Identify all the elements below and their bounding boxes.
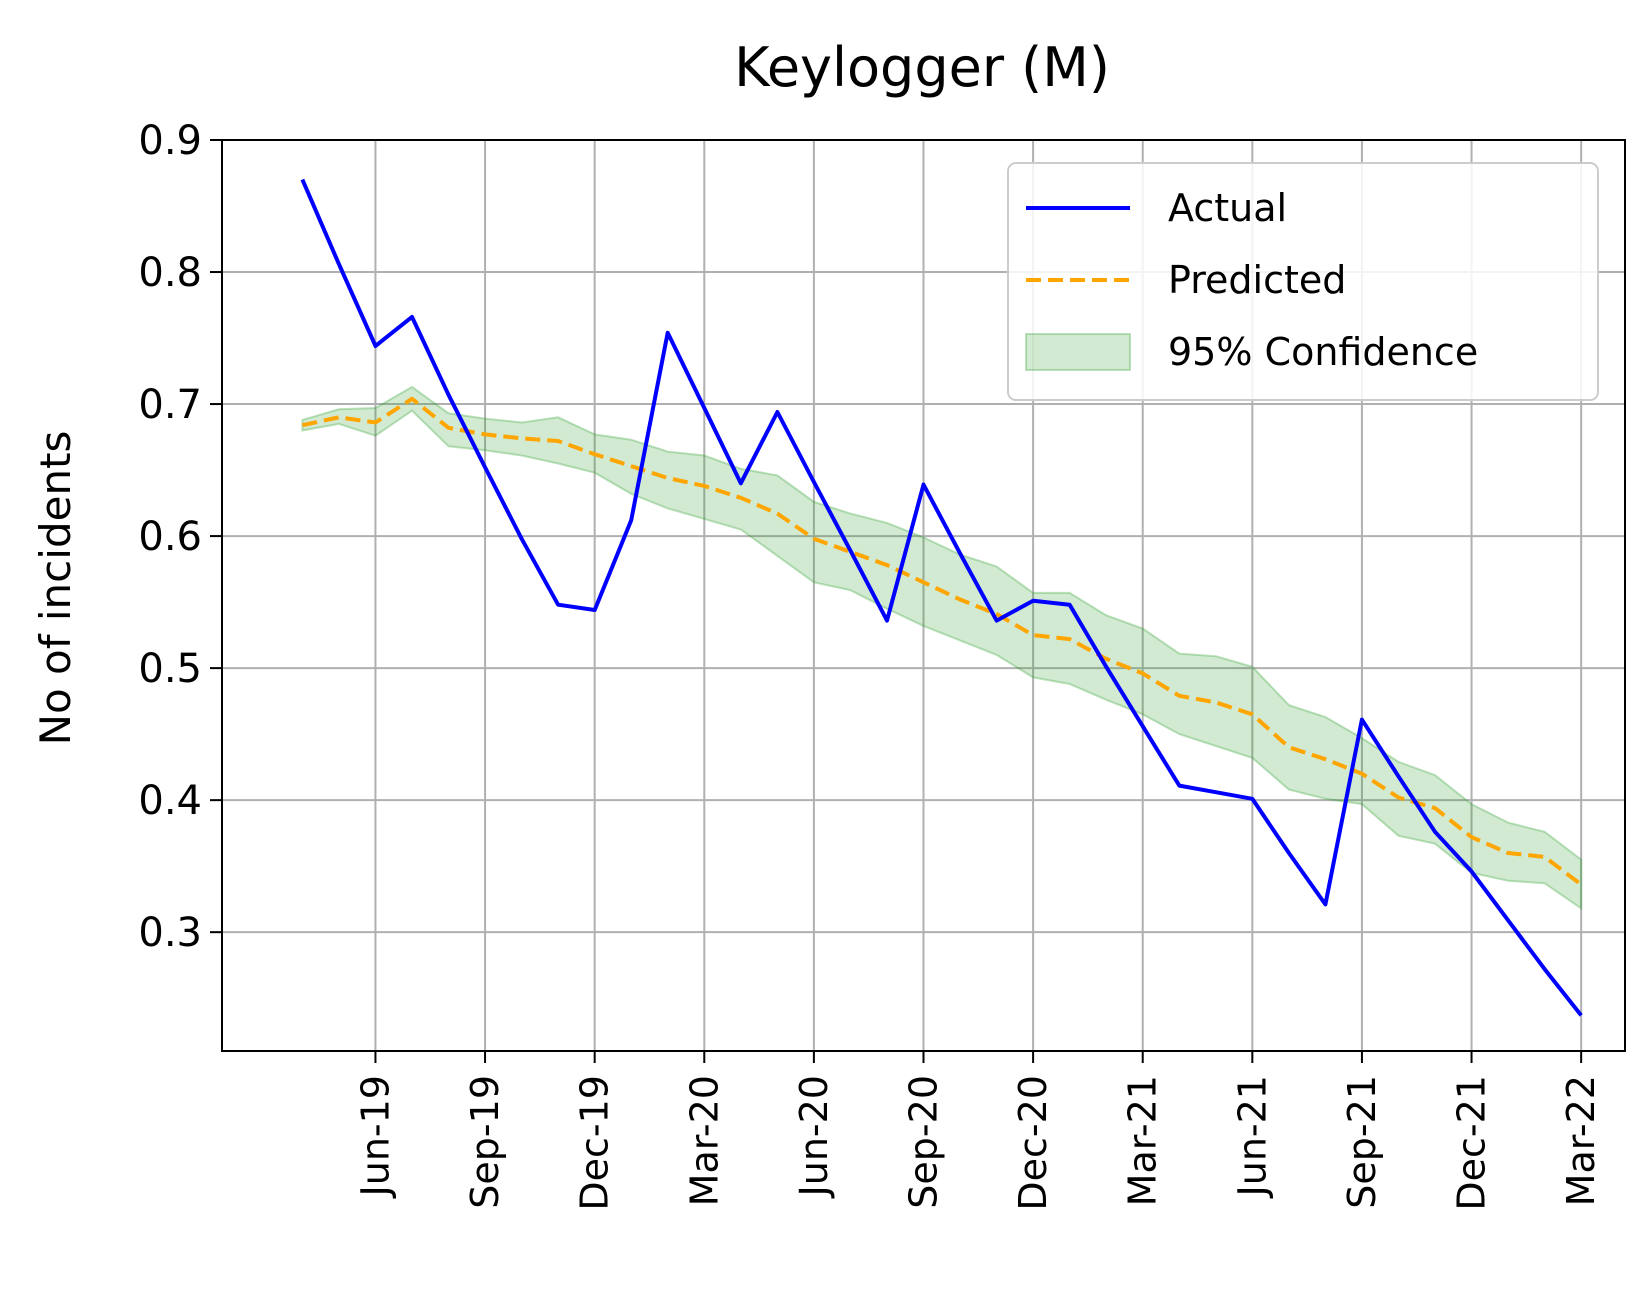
x-tick-label: Sep-19	[463, 1075, 507, 1209]
y-tick-label: 0.7	[138, 382, 202, 428]
legend-swatch-confidence	[1025, 333, 1131, 371]
y-tick-label: 0.4	[138, 778, 202, 824]
axes-layer: Jun-19 Sep-19 Dec-19 Mar-20 Jun-20 Sep-20 Dec-…	[138, 118, 1626, 1211]
legend-label: 95% Confidence	[1168, 330, 1478, 374]
confidence-band	[301, 385, 1583, 911]
y-tick-label: 0.3	[138, 910, 202, 956]
x-tick-label: Mar-20	[682, 1075, 726, 1206]
y-tick-label: 0.9	[138, 118, 202, 164]
legend-box	[1007, 162, 1599, 401]
series-line-actual	[300, 178, 1583, 1017]
x-tick-label: Mar-21	[1121, 1075, 1165, 1206]
x-tick-label: Sep-21	[1340, 1075, 1384, 1209]
y-tick-label: 0.5	[138, 646, 202, 692]
plot-frame	[221, 139, 1626, 1052]
x-tick-label: Jun-19	[353, 1075, 397, 1198]
series-line-predicted	[301, 396, 1583, 887]
series-layer	[300, 178, 1583, 1017]
y-tick-label: 0.8	[138, 250, 202, 296]
x-tick-label: Mar-22	[1559, 1075, 1603, 1206]
chart-title: Keylogger (M)	[734, 36, 1110, 99]
y-tick-label: 0.6	[138, 514, 202, 560]
x-tick-label: Jun-21	[1230, 1075, 1274, 1198]
x-tick-label: Dec-21	[1450, 1075, 1494, 1211]
legend-label: Actual	[1168, 186, 1287, 230]
x-tick-label: Jun-20	[792, 1075, 836, 1198]
x-tick-label: Sep-20	[902, 1075, 946, 1209]
legend-label: Predicted	[1168, 258, 1346, 302]
band-layer	[301, 385, 1583, 911]
x-tick-label: Dec-19	[573, 1075, 617, 1211]
x-tick-label: Dec-20	[1011, 1075, 1055, 1211]
legend: Actual Predicted 95% Confidence	[1007, 162, 1599, 401]
y-axis-label: No of incidents	[31, 431, 80, 746]
